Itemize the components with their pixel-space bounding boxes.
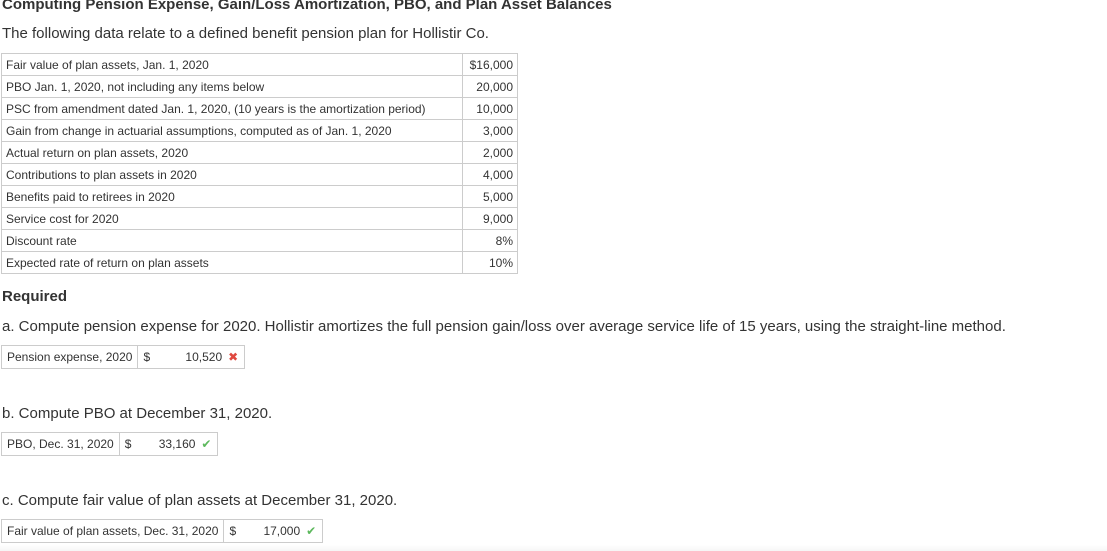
currency-symbol: $ [143, 350, 151, 364]
row-value: 9,000 [462, 207, 518, 230]
question-c: c. Compute fair value of plan assets at … [2, 492, 398, 509]
row-label: PBO Jan. 1, 2020, not including any item… [1, 75, 463, 98]
incorrect-x-icon: ✖ [228, 350, 239, 364]
row-value: 10% [462, 251, 518, 274]
correct-checkmark-icon: ✔ [306, 524, 317, 538]
row-value: 5,000 [462, 185, 518, 208]
row-label: Benefits paid to retirees in 2020 [1, 185, 463, 208]
row-label: Gain from change in actuarial assumption… [1, 119, 463, 142]
table-row: PSC from amendment dated Jan. 1, 2020, (… [1, 97, 518, 120]
answer-row-plan-assets: Fair value of plan assets, Dec. 31, 2020… [1, 519, 324, 543]
answer-label-pension-expense: Pension expense, 2020 [2, 346, 139, 368]
row-value: 4,000 [462, 163, 518, 186]
plan-assets-input[interactable] [236, 520, 303, 542]
row-value: 8% [462, 229, 518, 252]
pbo-input[interactable] [131, 433, 198, 455]
row-value: 10,000 [462, 97, 518, 120]
table-row: Discount rate 8% [1, 229, 518, 252]
currency-symbol: $ [229, 524, 237, 538]
table-row: Actual return on plan assets, 2020 2,000 [1, 141, 518, 164]
answer-row-pbo: PBO, Dec. 31, 2020 $ ✔ [1, 432, 219, 456]
row-label: Fair value of plan assets, Jan. 1, 2020 [1, 53, 463, 76]
row-label: Discount rate [1, 229, 463, 252]
question-a: a. Compute pension expense for 2020. Hol… [2, 318, 1006, 335]
row-value: 20,000 [462, 75, 518, 98]
row-value: $16,000 [462, 53, 518, 76]
table-row: Fair value of plan assets, Jan. 1, 2020 … [1, 53, 518, 76]
table-row: Benefits paid to retirees in 2020 5,000 [1, 185, 518, 208]
table-row: Contributions to plan assets in 2020 4,0… [1, 163, 518, 186]
row-label: Actual return on plan assets, 2020 [1, 141, 463, 164]
row-value: 3,000 [462, 119, 518, 142]
table-row: PBO Jan. 1, 2020, not including any item… [1, 75, 518, 98]
required-heading: Required [2, 288, 68, 305]
table-row: Service cost for 2020 9,000 [1, 207, 518, 230]
row-label: Service cost for 2020 [1, 207, 463, 230]
row-label: PSC from amendment dated Jan. 1, 2020, (… [1, 97, 463, 120]
row-label: Contributions to plan assets in 2020 [1, 163, 463, 186]
row-value: 2,000 [462, 141, 518, 164]
correct-checkmark-icon: ✔ [201, 437, 212, 451]
intro-text: The following data relate to a defined b… [2, 25, 489, 42]
bottom-shadow [0, 545, 1107, 551]
question-b: b. Compute PBO at December 31, 2020. [2, 405, 273, 422]
answer-row-pension-expense: Pension expense, 2020 $ ✖ [1, 345, 246, 369]
row-label: Expected rate of return on plan assets [1, 251, 463, 274]
pension-expense-input[interactable] [150, 346, 225, 368]
currency-symbol: $ [124, 437, 132, 451]
table-row: Gain from change in actuarial assumption… [1, 119, 518, 142]
page-title: Computing Pension Expense, Gain/Loss Amo… [2, 0, 612, 13]
data-table: Fair value of plan assets, Jan. 1, 2020 … [1, 53, 518, 274]
answer-label-plan-assets: Fair value of plan assets, Dec. 31, 2020 [2, 520, 225, 542]
answer-label-pbo: PBO, Dec. 31, 2020 [2, 433, 120, 455]
table-row: Expected rate of return on plan assets 1… [1, 251, 518, 274]
